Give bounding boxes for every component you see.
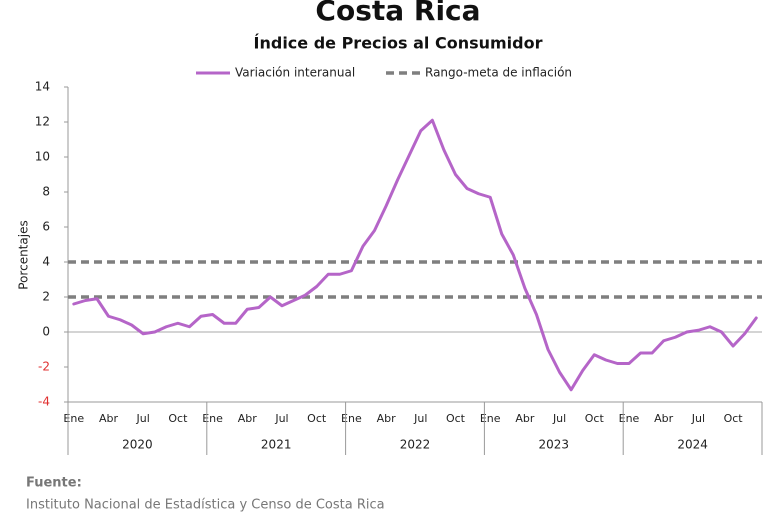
source-label: Fuente: [26,476,82,491]
legend-label: Rango-meta de inflación [425,66,572,80]
year-label: 2021 [261,438,292,452]
x-tick-label: Jul [274,412,288,425]
x-tick-label: Abr [515,412,535,425]
x-tick-label: Oct [168,412,188,425]
x-tick-label: Abr [654,412,674,425]
y-tick-label: -2 [38,360,50,374]
x-tick-label: Jul [413,412,427,425]
y-tick-label: 0 [42,325,50,339]
y-tick-label: 14 [35,80,50,94]
x-tick-label: Abr [377,412,397,425]
x-tick-label: Ene [202,412,223,425]
x-tick-label: Jul [691,412,705,425]
x-tick-label: Ene [63,412,84,425]
year-label: 2023 [539,438,570,452]
y-tick-label: 12 [35,115,50,129]
y-tick-label: 6 [42,220,50,234]
chart-title: Costa Rica [315,0,480,27]
source: Instituto Nacional de Estadística y Cens… [26,498,385,513]
y-tick-label: -4 [38,395,50,409]
x-tick-label: Oct [307,412,327,425]
x-tick-label: Ene [341,412,362,425]
y-tick-label: 10 [35,150,50,164]
y-axis-label: Porcentajes [17,220,31,289]
x-tick-label: Oct [446,412,466,425]
x-tick-label: Jul [552,412,566,425]
legend-label: Variación interanual [235,66,355,80]
x-tick-label: Ene [480,412,501,425]
year-label: 2024 [677,438,708,452]
x-tick-label: Abr [99,412,119,425]
y-tick-label: 4 [42,255,50,269]
year-label: 2022 [400,438,431,452]
x-tick-label: Jul [136,412,150,425]
year-label: 2020 [122,438,153,452]
chart-subtitle: Índice de Precios al Consumidor [254,34,543,53]
x-tick-label: Oct [585,412,605,425]
x-tick-label: Abr [238,412,258,425]
x-tick-label: Oct [724,412,744,425]
series-line [72,118,758,392]
y-tick-label: 2 [42,290,50,304]
y-tick-label: 8 [42,185,50,199]
x-tick-label: Ene [619,412,640,425]
